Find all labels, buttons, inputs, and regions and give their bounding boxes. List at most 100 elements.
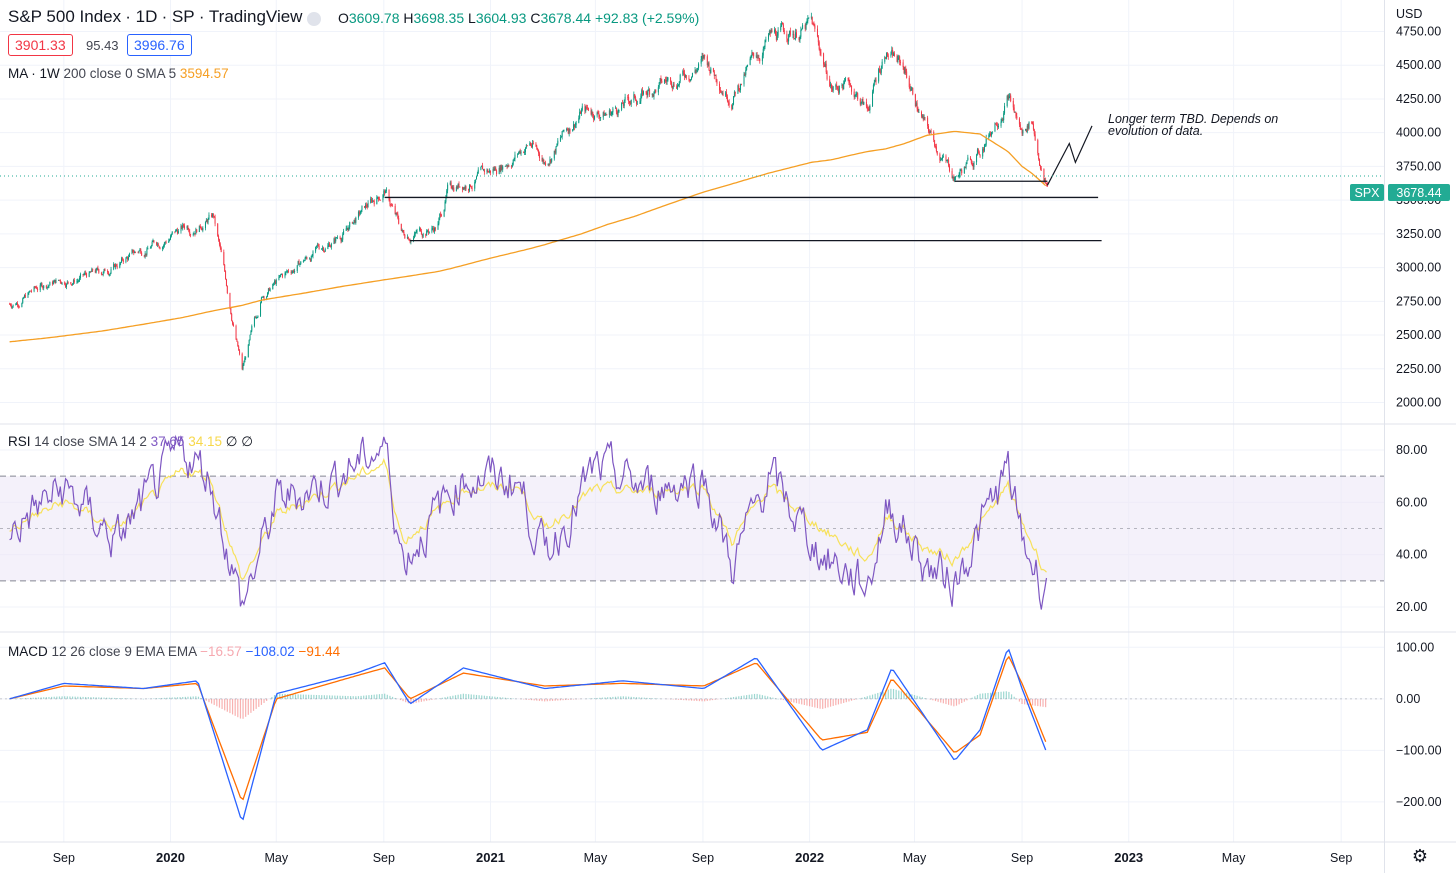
price-candle-body: [169, 236, 171, 240]
price-candle-body: [574, 124, 576, 128]
price-candle-224: [281, 273, 283, 279]
price-candle-179: [226, 285, 228, 295]
price-candle-193: [244, 356, 246, 363]
price-candle-532: [659, 77, 661, 85]
price-candle-188: [238, 345, 240, 351]
price-candle-body: [519, 150, 521, 154]
ma-name: MA · 1W: [8, 66, 60, 81]
price-candle-body: [10, 305, 12, 308]
price-candle-body: [149, 247, 151, 249]
bid-price-button[interactable]: 3901.33: [8, 34, 73, 56]
price-candle-315: [394, 203, 396, 215]
price-candle-body: [823, 64, 825, 67]
price-candle-body: [677, 85, 679, 89]
macd-hist-bar-393: [1039, 698, 1042, 707]
macd-pane[interactable]: [0, 648, 1384, 821]
price-candle-721: [891, 46, 893, 55]
price-candle-body: [245, 357, 247, 359]
price-candle-body: [940, 160, 942, 161]
price-candle-117: [151, 240, 153, 247]
price-candle-body: [566, 129, 568, 130]
price-candle-675: [835, 83, 837, 90]
price-candle-body: [758, 57, 760, 60]
price-candle-156: [199, 223, 201, 229]
macd-legend[interactable]: MACD 12 26 close 9 EMA EMA −16.57 −108.0…: [8, 644, 340, 659]
currency-label[interactable]: USD: [1396, 7, 1422, 21]
price-candle-624: [771, 28, 773, 33]
macd-hist-bar-206: [549, 698, 551, 702]
ma-legend[interactable]: MA · 1W 200 close 0 SMA 5 3594.57: [8, 66, 229, 81]
macd-hist-bar-369: [976, 695, 979, 699]
price-candle-691: [854, 94, 856, 99]
interval[interactable]: 1D: [135, 7, 158, 26]
price-candle-body: [963, 166, 965, 174]
price-candle-body: [256, 317, 258, 318]
price-candle-body: [753, 52, 755, 57]
price-candle-716: [885, 56, 887, 60]
price-candle-body: [622, 103, 624, 106]
price-candle-body: [384, 190, 386, 194]
price-candle-body: [734, 91, 736, 94]
price-candle-125: [162, 246, 164, 252]
symbol-header[interactable]: S&P 500 Index · 1D · SP · TradingView: [8, 7, 303, 26]
price-candle-body: [241, 353, 243, 370]
price-candle-body: [226, 286, 228, 293]
price-candle-body: [433, 227, 435, 232]
price-candle-body: [262, 296, 264, 298]
price-candle-body: [988, 135, 990, 138]
price-candle-231: [291, 270, 293, 274]
symbol-name[interactable]: S&P 500 Index: [8, 7, 122, 26]
price-candle-844: [1040, 166, 1042, 172]
macd-hist-bar-387: [1024, 698, 1026, 705]
price-candle-657: [812, 22, 814, 26]
price-candle-body: [1025, 129, 1027, 132]
macd-hist-bar-238: [633, 696, 635, 699]
price-candle-body: [879, 69, 881, 72]
price-candle-body: [531, 145, 533, 147]
price-candle-body: [207, 219, 209, 223]
price-candle-312: [390, 203, 392, 208]
price-candle-145: [186, 225, 188, 230]
price-candle-body: [538, 153, 540, 159]
price-candle-body: [153, 240, 155, 243]
macd-hist-bar-246: [654, 698, 656, 699]
price-candle-body: [623, 100, 625, 106]
macd-hist-bar-279: [740, 695, 742, 699]
settings-gear-icon[interactable]: ⚙: [1411, 846, 1429, 866]
price-candle-body: [505, 165, 507, 167]
price-candle-body: [113, 264, 115, 270]
price-candle-body: [449, 182, 451, 185]
macd-hist-bar-263: [698, 698, 701, 702]
price-tick-label-0: 4750.00: [1396, 24, 1441, 38]
macd-hist-bar-89: [242, 698, 244, 719]
price-pane[interactable]: [0, 12, 1384, 371]
price-candle-body: [792, 34, 794, 35]
price-candle-body: [506, 165, 508, 167]
price-candle-body: [807, 17, 809, 21]
macd-hist-bar-141: [378, 694, 381, 699]
ask-price-button[interactable]: 3996.76: [127, 34, 192, 56]
price-candle-368: [458, 181, 460, 188]
price-tick-label-2: 4250.00: [1396, 92, 1441, 106]
price-candle-body: [590, 110, 592, 115]
price-tick-label-1: 4500.00: [1396, 58, 1441, 72]
price-candle-body: [496, 170, 498, 175]
price-candle-442: [549, 156, 551, 166]
rsi-legend[interactable]: RSI 14 close SMA 14 2 37.65 34.15 ∅ ∅: [8, 434, 253, 450]
macd-hist-bar-31: [90, 697, 92, 699]
macd-hist-bar-34: [98, 697, 100, 699]
market-status-icon[interactable]: [307, 12, 321, 26]
macd-hist-bar-305: [808, 698, 811, 707]
rsi-pane[interactable]: [9, 434, 1048, 610]
price-candle-body: [475, 179, 477, 183]
price-candle-body: [777, 30, 779, 36]
price-candle-147: [188, 227, 190, 233]
price-candle-446: [554, 148, 556, 155]
price-candle-body: [413, 237, 415, 241]
price-candle-219: [275, 278, 277, 287]
price-candle-body: [128, 256, 130, 260]
price-candle-body: [95, 269, 97, 273]
macd-hist-bar-244: [648, 697, 651, 699]
macd-hist-bar-368: [974, 696, 976, 699]
